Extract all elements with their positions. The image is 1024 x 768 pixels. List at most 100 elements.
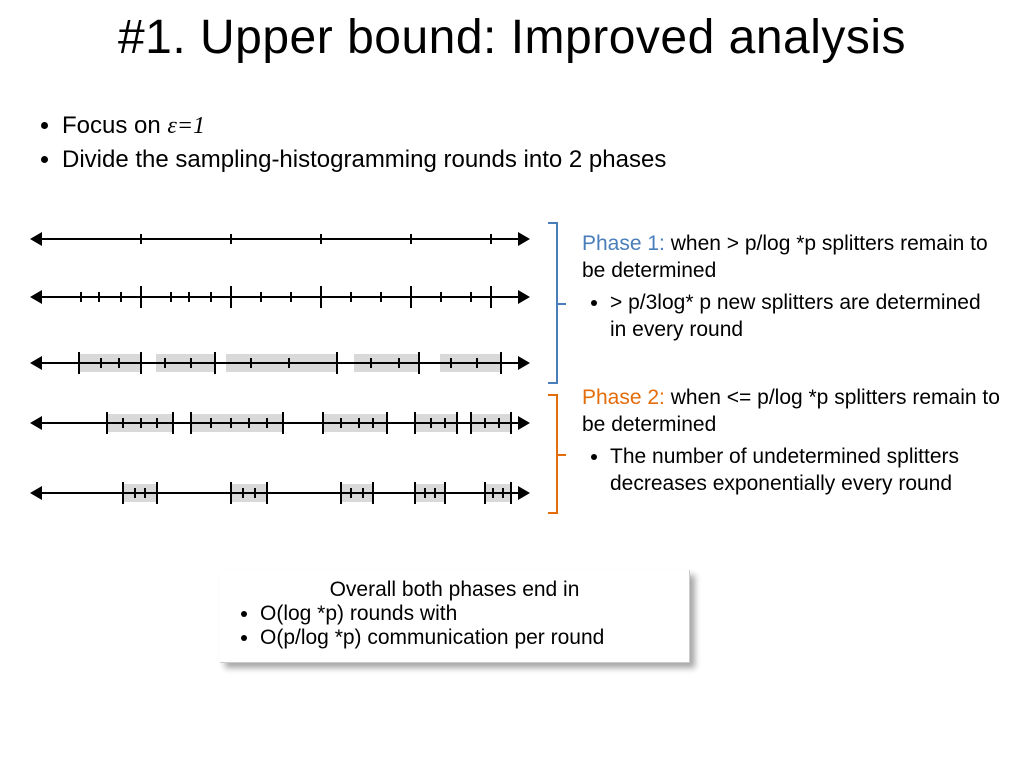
tick-mark: [350, 488, 352, 498]
tick-mark: [164, 358, 166, 368]
tick-mark: [290, 292, 292, 302]
arrow-right-icon: [518, 232, 530, 246]
tick-mark: [254, 488, 256, 498]
arrow-left-icon: [30, 232, 42, 246]
summary-bullet-1: O(log *p) rounds with: [260, 602, 673, 626]
phase1-text: Phase 1: when > p/log *p splitters remai…: [582, 230, 1002, 343]
tick-mark: [490, 234, 492, 244]
tick-mark: [120, 292, 122, 302]
tick-mark: [492, 488, 494, 498]
tick-mark: [398, 358, 400, 368]
tick-mark: [122, 482, 124, 504]
tick-mark: [418, 352, 420, 374]
tick-mark: [320, 286, 322, 308]
tick-mark: [140, 234, 142, 244]
tick-mark: [170, 292, 172, 302]
tick-mark: [502, 488, 504, 498]
tick-mark: [230, 286, 232, 308]
intro-bullets: Focus on ε=1 Divide the sampling-histogr…: [62, 112, 666, 180]
tick-mark: [242, 488, 244, 498]
summary-bullet-2: O(p/log *p) communication per round: [260, 626, 673, 650]
tick-mark: [134, 488, 136, 498]
tick-mark: [434, 488, 436, 498]
tick-mark: [380, 292, 382, 302]
tick-mark: [386, 412, 388, 434]
tick-mark: [250, 358, 252, 368]
phase2-bracket: [548, 394, 566, 514]
tick-mark: [140, 286, 142, 308]
axis-line: [38, 296, 522, 298]
number-line-row: [30, 472, 530, 512]
tick-mark: [210, 418, 212, 428]
tick-mark: [350, 292, 352, 302]
phase2-bullet: The number of undetermined splitters dec…: [610, 443, 1002, 498]
tick-mark: [410, 286, 412, 308]
phase1-bracket: [548, 222, 566, 384]
tick-mark: [470, 292, 472, 302]
tick-mark: [498, 418, 500, 428]
tick-mark: [414, 412, 416, 434]
arrow-left-icon: [30, 290, 42, 304]
phase1-bullet: > p/3log* p new splitters are determined…: [610, 289, 1002, 344]
tick-mark: [370, 358, 372, 368]
number-line-row: [30, 342, 530, 382]
number-line-row: [30, 218, 530, 258]
tick-mark: [476, 358, 478, 368]
tick-mark: [340, 482, 342, 504]
tick-mark: [106, 412, 108, 434]
summary-box: Overall both phases end in O(log *p) rou…: [220, 570, 690, 663]
axis-line: [38, 492, 522, 494]
tick-mark: [230, 418, 232, 428]
tick-mark: [430, 418, 432, 428]
tick-mark: [372, 482, 374, 504]
tick-mark: [444, 482, 446, 504]
tick-mark: [190, 412, 192, 434]
tick-mark: [484, 482, 486, 504]
tick-mark: [78, 352, 80, 374]
tick-mark: [340, 418, 342, 428]
arrow-right-icon: [518, 290, 530, 304]
tick-mark: [266, 418, 268, 428]
arrow-right-icon: [518, 486, 530, 500]
axis-line: [38, 422, 522, 424]
phase2-label: Phase 2:: [582, 386, 665, 409]
tick-mark: [80, 292, 82, 302]
arrow-left-icon: [30, 486, 42, 500]
tick-mark: [456, 412, 458, 434]
number-line-diagram: [30, 218, 550, 518]
tick-mark: [362, 488, 364, 498]
intro-bullet-1-prefix: Focus on: [62, 112, 167, 139]
arrow-left-icon: [30, 356, 42, 370]
tick-mark: [100, 358, 102, 368]
intro-bullet-1-eps: ε=1: [167, 113, 205, 139]
phase2-text: Phase 2: when <= p/log *p splitters rema…: [582, 384, 1002, 497]
tick-mark: [140, 418, 142, 428]
tick-mark: [172, 412, 174, 434]
axis-line: [38, 238, 522, 240]
intro-bullet-2: Divide the sampling-histogramming rounds…: [62, 146, 666, 174]
tick-mark: [230, 234, 232, 244]
tick-mark: [414, 482, 416, 504]
arrow-right-icon: [518, 356, 530, 370]
tick-mark: [444, 418, 446, 428]
intro-bullet-1: Focus on ε=1: [62, 112, 666, 140]
slide-title: #1. Upper bound: Improved analysis: [0, 10, 1024, 65]
tick-mark: [188, 292, 190, 302]
tick-mark: [156, 418, 158, 428]
tick-mark: [322, 412, 324, 434]
tick-mark: [98, 292, 100, 302]
tick-mark: [500, 352, 502, 374]
tick-mark: [156, 482, 158, 504]
tick-mark: [484, 418, 486, 428]
tick-mark: [214, 352, 216, 374]
tick-mark: [470, 412, 472, 434]
tick-mark: [144, 488, 146, 498]
tick-mark: [248, 418, 250, 428]
tick-mark: [320, 234, 322, 244]
tick-mark: [118, 358, 120, 368]
tick-mark: [288, 358, 290, 368]
tick-mark: [490, 286, 492, 308]
tick-mark: [210, 292, 212, 302]
tick-mark: [122, 418, 124, 428]
summary-lead: Overall both phases end in: [236, 578, 673, 602]
